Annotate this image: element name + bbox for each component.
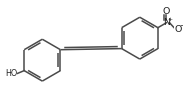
Text: N: N	[163, 18, 170, 27]
Text: O: O	[163, 7, 170, 16]
Text: O: O	[175, 25, 182, 34]
Text: HO: HO	[5, 69, 17, 78]
Text: −: −	[180, 23, 183, 29]
Text: +: +	[167, 17, 173, 22]
